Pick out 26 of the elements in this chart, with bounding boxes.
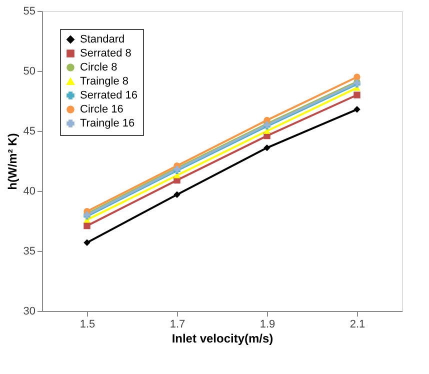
x-tick-label: 2.1 — [350, 318, 366, 330]
y-tick-label: 45 — [23, 126, 36, 138]
y-tick-label: 35 — [23, 246, 36, 258]
y-tick-label: 55 — [23, 6, 36, 18]
y-axis-title: h(W/m² K) — [5, 133, 20, 190]
legend-label: Traingle 8 — [80, 76, 129, 88]
x-axis-title: Inlet velocity(m/s) — [172, 332, 274, 346]
point — [84, 222, 90, 230]
legend-label: Traingle 16 — [80, 118, 135, 130]
legend-label: Standard — [80, 34, 125, 46]
point — [174, 191, 180, 198]
x-tick-label: 1.9 — [260, 318, 276, 330]
point — [354, 92, 360, 98]
point — [354, 106, 360, 113]
y-tick-label: 30 — [23, 306, 36, 318]
y-tick-label: 50 — [23, 66, 36, 78]
y-tick-label: 40 — [23, 186, 36, 198]
legend-label: Serrated 16 — [80, 90, 138, 102]
legend-label: Circle 16 — [80, 104, 124, 116]
x-tick-label: 1.5 — [80, 318, 96, 330]
x-tick-label: 1.7 — [170, 318, 186, 330]
legend-label: Serrated 8 — [80, 48, 132, 60]
legend-label: Circle 8 — [80, 62, 118, 74]
point — [354, 74, 360, 80]
point — [264, 144, 270, 152]
point — [84, 239, 90, 246]
